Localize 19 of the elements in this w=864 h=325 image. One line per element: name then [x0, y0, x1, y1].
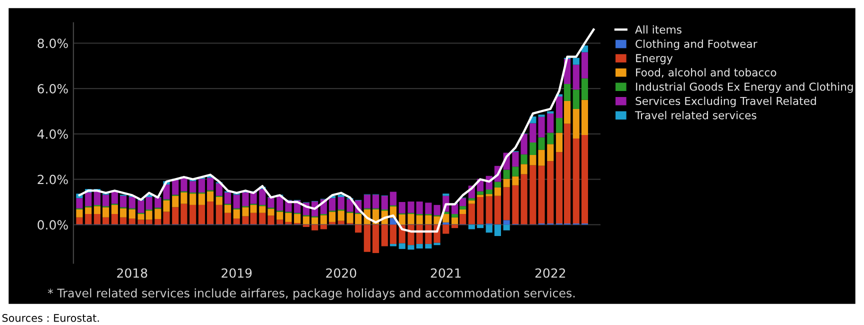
- x-tick-label: 2021: [430, 268, 461, 278]
- legend-label: Travel related services: [634, 110, 756, 120]
- y-tick-label: 2.0%: [38, 174, 68, 184]
- source-note: Sources : Eurostat.: [2, 314, 99, 322]
- legend-label: Energy: [636, 54, 673, 64]
- x-tick-label: 2018: [117, 268, 148, 278]
- legend-label: Clothing and Footwear: [636, 40, 758, 50]
- y-tick-label: 0.0%: [38, 220, 68, 230]
- x-tick-label: 2019: [222, 268, 252, 278]
- y-tick-label: 8.0%: [38, 38, 68, 48]
- legend-label: Food, alcohol and tobacco: [636, 68, 776, 78]
- legend-label: Services Excluding Travel Related: [636, 96, 816, 108]
- x-tick-label: 2022: [535, 268, 566, 278]
- text: * Travel related services include airfares, package holidays and accommodation services.: [48, 288, 575, 300]
- legend-label: All items: [635, 25, 682, 34]
- x-tick-label: 2020: [326, 268, 356, 278]
- y-tick-label: 6.0%: [38, 84, 68, 94]
- legend-label: Industrial Goods Ex Energy and Clothing: [636, 82, 853, 93]
- y-tick-label: 4.0%: [37, 129, 68, 139]
